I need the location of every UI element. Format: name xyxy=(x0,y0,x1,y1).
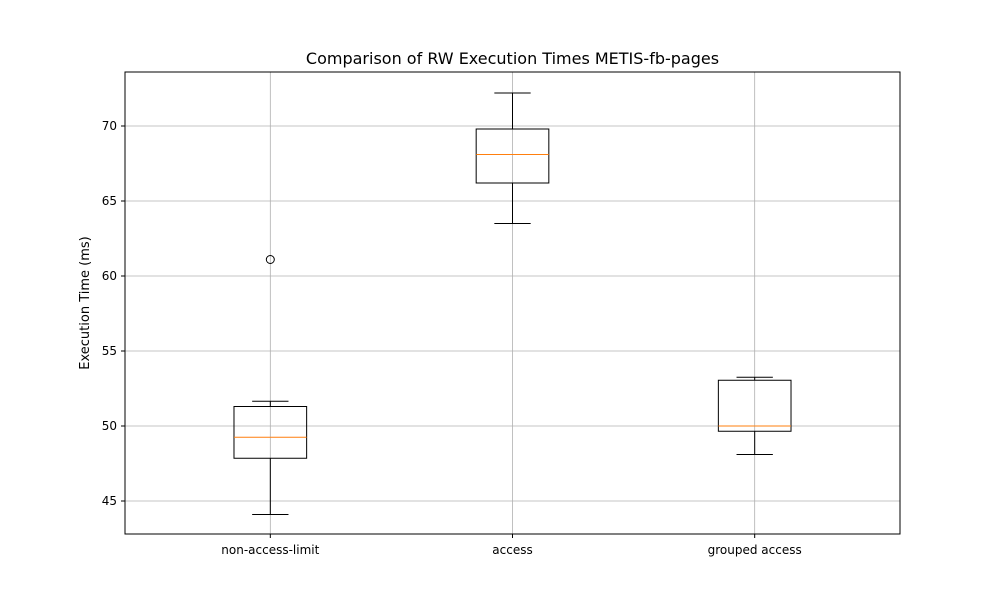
y-tick-label: 70 xyxy=(102,119,117,133)
y-tick-label: 65 xyxy=(102,194,117,208)
x-tick-label: grouped access xyxy=(708,543,802,557)
y-tick-label: 60 xyxy=(102,269,117,283)
outlier-point xyxy=(265,255,275,264)
y-axis-label: Execution Time (ms) xyxy=(78,236,93,369)
box-access xyxy=(475,92,550,224)
iqr-box xyxy=(475,128,550,184)
box-layer xyxy=(233,92,792,515)
tick-layer: 45 50 55 60 65 70 non-access-limit access groupe… xyxy=(102,119,802,557)
y-tick-label: 50 xyxy=(102,419,117,433)
x-tick-label: access xyxy=(492,543,532,557)
iqr-box xyxy=(233,406,308,459)
x-tick-label: non-access-limit xyxy=(221,543,319,557)
iqr-box xyxy=(717,379,792,432)
box-grouped-access xyxy=(717,376,792,455)
y-tick-label: 45 xyxy=(102,494,117,508)
grid-layer xyxy=(125,72,900,534)
chart-title: Comparison of RW Execution Times METIS-f… xyxy=(306,49,719,68)
y-tick-label: 55 xyxy=(102,344,117,358)
box-non-access-limit xyxy=(233,255,308,515)
